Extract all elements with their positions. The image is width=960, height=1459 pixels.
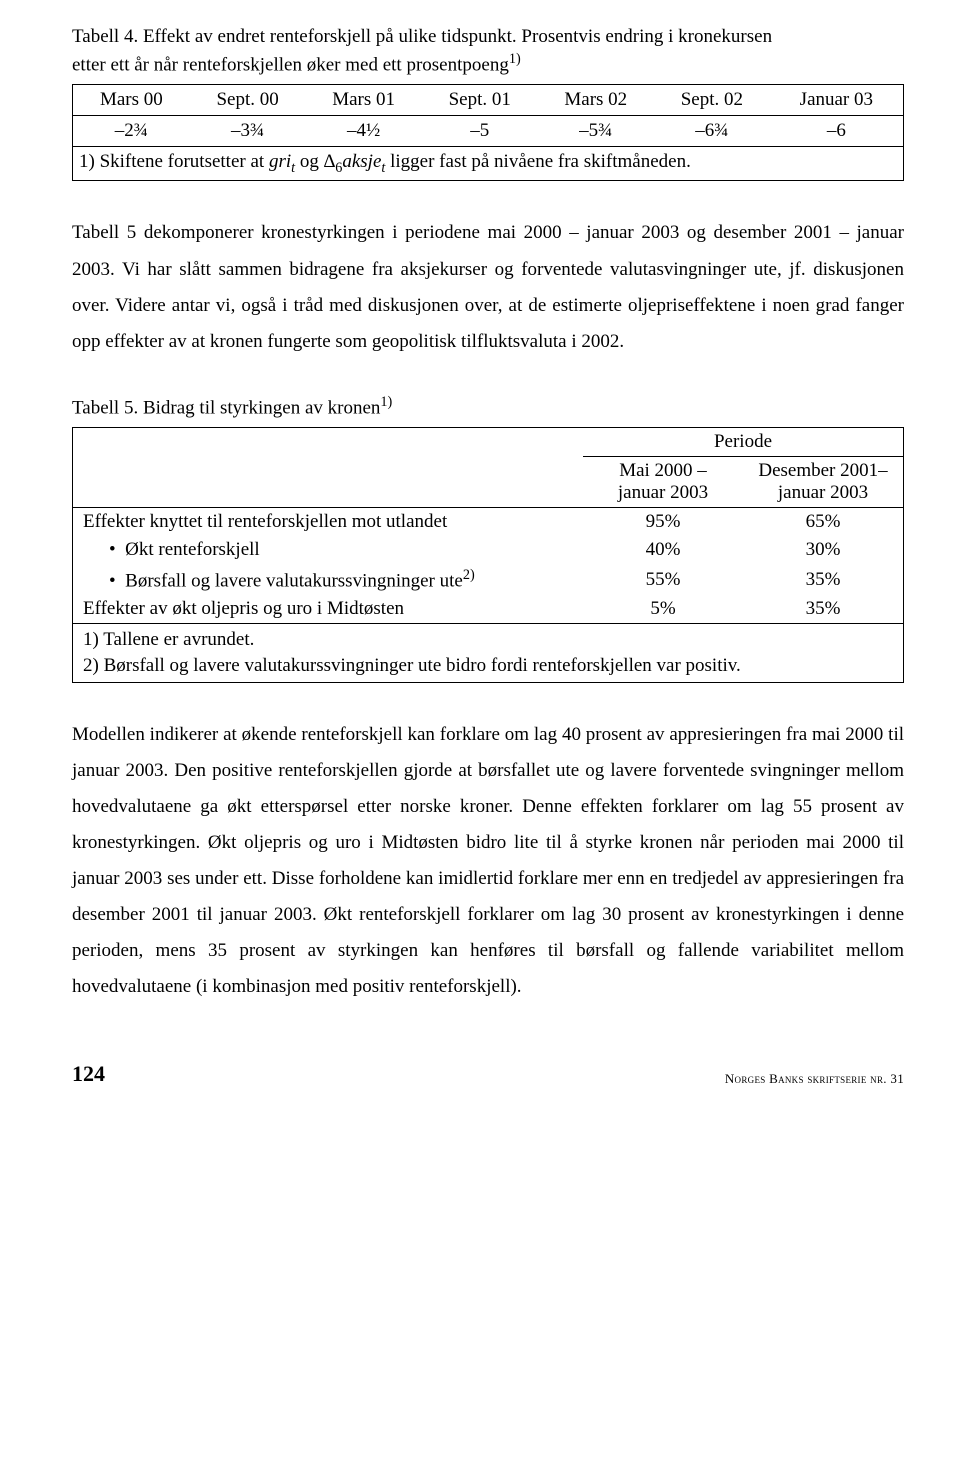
publication-name-tail: . 31: [883, 1071, 904, 1086]
table5-row-value: 35%: [743, 595, 904, 624]
table5-row-label-bullet: • Økt renteforskjell: [73, 536, 584, 564]
table4-header-cell: Mars 02: [538, 84, 654, 115]
table5-row-value: 55%: [583, 564, 743, 595]
table4-footnote-italic: gri: [269, 151, 291, 172]
page-number: 124: [72, 1061, 105, 1087]
table4-header-cell: Januar 03: [770, 84, 904, 115]
table5-footnote-row: 1) Tallene er avrundet. 2) Børsfall og l…: [73, 624, 904, 682]
table5-caption: Tabell 5. Bidrag til styrkingen av krone…: [72, 394, 904, 419]
table5-row-value: 30%: [743, 536, 904, 564]
table5-caption-text: Tabell 5. Bidrag til styrkingen av krone…: [72, 397, 380, 418]
table5-caption-sup: 1): [380, 394, 392, 410]
publication-name: Norges Banks skriftserie nr. 31: [725, 1071, 904, 1087]
page-container: Tabell 4. Effekt av endret renteforskjel…: [0, 0, 960, 1127]
table5-col-header-line: januar 2003: [778, 482, 868, 503]
table5-row-value: 65%: [743, 508, 904, 537]
table4-value-cell: –6: [770, 115, 904, 146]
table4-footnote-text: ligger fast på nivåene fra skiftmåneden.: [385, 151, 690, 172]
page-footer: 124 Norges Banks skriftserie nr. 31: [72, 1061, 904, 1087]
table4-header-cell: Mars 01: [305, 84, 421, 115]
table5-blank-cell: [73, 457, 584, 508]
paragraph-block-2: Modellen indikerer at økende renteforskj…: [72, 717, 904, 1006]
table4-footnote-italic: aksje: [342, 151, 381, 172]
table5-row: Effekter knyttet til renteforskjellen mo…: [73, 508, 904, 537]
table4-caption-line2: etter ett år når renteforskjellen øker m…: [72, 54, 509, 75]
table4-caption-sup: 1): [509, 51, 521, 67]
table4-value-cell: –3¾: [190, 115, 306, 146]
table4-footnote-text: 1) Skiftene forutsetter at: [79, 151, 269, 172]
table4-caption: Tabell 4. Effekt av endret renteforskjel…: [72, 24, 904, 78]
table5-row: • Børsfall og lavere valutakurssvingning…: [73, 564, 904, 595]
body-paragraph: Tabell 5 dekomponerer kronestyrkingen i …: [72, 215, 904, 359]
table5-period-label: Periode: [583, 428, 904, 457]
table4-value-cell: –6¾: [654, 115, 770, 146]
table5: Periode Mai 2000 – januar 2003 Desember …: [72, 427, 904, 683]
table5-row-value: 40%: [583, 536, 743, 564]
table4-footnote-cell: 1) Skiftene forutsetter at grit og ∆6aks…: [73, 146, 904, 181]
table4-value-cell: –5: [422, 115, 538, 146]
table5-row-value: 35%: [743, 564, 904, 595]
table5-row: • Økt renteforskjell 40% 30%: [73, 536, 904, 564]
table5-row-label: Effekter av økt oljepris og uro i Midtøs…: [73, 595, 584, 624]
table4-header-cell: Sept. 02: [654, 84, 770, 115]
table5-col1-header: Mai 2000 – januar 2003: [583, 457, 743, 508]
table4-value-cell: –5¾: [538, 115, 654, 146]
publication-name-smallcaps: Norges Banks skriftserie nr: [725, 1071, 883, 1086]
table5-col-header-line: januar 2003: [618, 482, 708, 503]
table5-subheader-row: Mai 2000 – januar 2003 Desember 2001– ja…: [73, 457, 904, 508]
table4-header-cell: Sept. 01: [422, 84, 538, 115]
table5-row-label-text: Økt renteforskjell: [125, 539, 260, 560]
table5-blank-cell: [73, 428, 584, 457]
table5-row-label-text: Børsfall og lavere valutakurssvingninger…: [125, 570, 463, 591]
table4-value-row: –2¾ –3¾ –4½ –5 –5¾ –6¾ –6: [73, 115, 904, 146]
table5-col-header-line: Desember 2001–: [758, 460, 887, 481]
table4: Mars 00 Sept. 00 Mars 01 Sept. 01 Mars 0…: [72, 84, 904, 182]
paragraph-block-1: Tabell 5 dekomponerer kronestyrkingen i …: [72, 215, 904, 359]
table5-footnote-text: 2) Børsfall og lavere valutakurssvingnin…: [83, 655, 741, 676]
table5-row-label: Effekter knyttet til renteforskjellen mo…: [73, 508, 584, 537]
table5-col2-header: Desember 2001– januar 2003: [743, 457, 904, 508]
table4-header-cell: Mars 00: [73, 84, 190, 115]
table4-header-row: Mars 00 Sept. 00 Mars 01 Sept. 01 Mars 0…: [73, 84, 904, 115]
table4-caption-line1: Tabell 4. Effekt av endret renteforskjel…: [72, 26, 772, 47]
table5-period-row: Periode: [73, 428, 904, 457]
table5-row: Effekter av økt oljepris og uro i Midtøs…: [73, 595, 904, 624]
table4-value-cell: –4½: [305, 115, 421, 146]
table4-value-cell: –2¾: [73, 115, 190, 146]
table4-footnote-text: og ∆: [295, 151, 335, 172]
table5-col-header-line: Mai 2000 –: [619, 460, 707, 481]
body-paragraph: Modellen indikerer at økende renteforskj…: [72, 717, 904, 1006]
table5-row-value: 5%: [583, 595, 743, 624]
table5-footnote-text: 1) Tallene er avrundet.: [83, 629, 254, 650]
table5-row-value: 95%: [583, 508, 743, 537]
table5-row-label-sup: 2): [463, 567, 475, 583]
table4-header-cell: Sept. 00: [190, 84, 306, 115]
table5-row-label-bullet: • Børsfall og lavere valutakurssvingning…: [73, 564, 584, 595]
table4-footnote-row: 1) Skiftene forutsetter at grit og ∆6aks…: [73, 146, 904, 181]
table5-footnote-cell: 1) Tallene er avrundet. 2) Børsfall og l…: [73, 624, 904, 682]
